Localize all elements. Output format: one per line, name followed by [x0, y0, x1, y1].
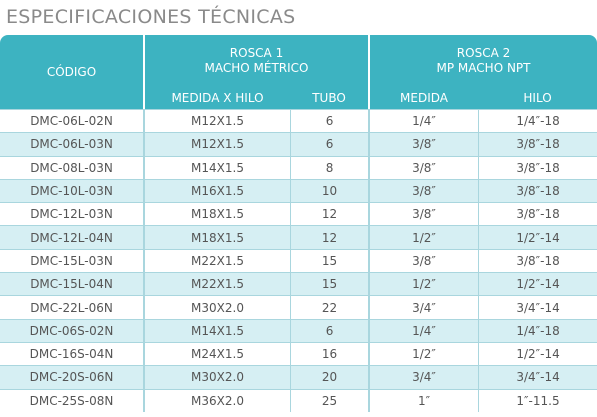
table-cell: DMC-06S-02N: [0, 318, 143, 342]
table-cell: 1/2″-14: [478, 341, 597, 366]
group-line: MACHO MÉTRICO: [204, 61, 309, 75]
table-cell: DMC-12L-04N: [0, 225, 143, 249]
table-cell: M30X2.0: [143, 365, 290, 389]
table-cell: DMC-10L-03N: [0, 178, 143, 203]
table-body: DMC-06L-02N M12X1.5 6 1/4″ 1/4″-18 DMC-06L-03…: [0, 109, 597, 412]
table-cell: 6: [290, 318, 369, 342]
table-cell: M18X1.5: [143, 225, 290, 249]
table-cell: 3/8″: [368, 132, 479, 156]
table-cell: 3/8″: [368, 155, 479, 179]
table-cell: 12: [290, 225, 369, 249]
table-cell: 1/4″: [368, 318, 479, 342]
table-cell: 8: [290, 155, 369, 179]
table-cell: 6: [290, 109, 369, 133]
table-cell: 15: [290, 248, 369, 273]
table-cell: M12X1.5: [143, 132, 290, 156]
table-cell: 3/8″: [368, 202, 479, 226]
table-row: DMC-16S-04N M24X1.5 16 1/2″ 1/2″-14: [0, 341, 597, 366]
code-header: CÓDIGO: [0, 35, 143, 109]
table-cell: 20: [290, 365, 369, 389]
table-row: DMC-12L-04N M18X1.5 12 1/2″ 1/2″-14: [0, 225, 597, 249]
table-row: DMC-15L-04N M22X1.5 15 1/2″ 1/2″-14: [0, 272, 597, 296]
table-cell: 12: [290, 202, 369, 226]
table-cell: DMC-15L-04N: [0, 272, 143, 296]
table-cell: 3/8″-18: [478, 178, 597, 203]
table-cell: 3/8″-18: [478, 155, 597, 179]
group-line: ROSCA 2: [456, 46, 511, 60]
table-cell: 22: [290, 295, 369, 319]
table-row: DMC-10L-03N M16X1.5 10 3/8″ 3/8″-18: [0, 178, 597, 203]
table-cell: M22X1.5: [143, 272, 290, 296]
table-row: DMC-22L-06N M30X2.0 22 3/4″ 3/4″-14: [0, 295, 597, 319]
table-row: DMC-06L-03N M12X1.5 6 3/8″ 3/8″-18: [0, 132, 597, 156]
column-header: HILO: [478, 87, 597, 109]
table-cell: M14X1.5: [143, 155, 290, 179]
table-cell: M30X2.0: [143, 295, 290, 319]
table-cell: DMC-06L-02N: [0, 109, 143, 132]
table-row: DMC-12L-03N M18X1.5 12 3/8″ 3/8″-18: [0, 202, 597, 226]
table-cell: 1/4″: [368, 109, 479, 133]
table-cell: DMC-08L-03N: [0, 155, 143, 179]
table-cell: 15: [290, 272, 369, 296]
group-line: MP MACHO NPT: [436, 61, 531, 75]
column-header: TUBO: [290, 87, 369, 109]
table-cell: DMC-12L-03N: [0, 202, 143, 225]
table-cell: M36X2.0: [143, 388, 290, 412]
table-row: DMC-08L-03N M14X1.5 8 3/8″ 3/8″-18: [0, 155, 597, 179]
table-cell: 3/8″-18: [478, 248, 597, 273]
table-cell: M22X1.5: [143, 248, 290, 273]
table-cell: 3/4″-14: [478, 295, 597, 319]
table-row: DMC-15L-03N M22X1.5 15 3/8″ 3/8″-18: [0, 248, 597, 273]
table-cell: 1/2″: [368, 341, 479, 366]
code-header-text: CÓDIGO: [46, 64, 97, 79]
table-cell: M14X1.5: [143, 318, 290, 342]
spec-table: CÓDIGO ROSCA 1 MACHO MÉTRICO ROSCA 2 MP MA…: [0, 35, 597, 412]
table-cell: 1″-11.5: [478, 388, 597, 412]
table-cell: M16X1.5: [143, 178, 290, 203]
table-cell: 1″: [368, 388, 479, 412]
table-cell: 3/4″-14: [478, 365, 597, 389]
table-row: DMC-25S-08N M36X2.0 25 1″ 1″-11.5: [0, 388, 597, 412]
table-cell: M24X1.5: [143, 341, 290, 366]
table-cell: DMC-15L-03N: [0, 248, 143, 272]
table-cell: 3/4″: [368, 295, 479, 319]
table-cell: DMC-16S-04N: [0, 341, 143, 365]
table-row: DMC-20S-06N M30X2.0 20 3/4″ 3/4″-14: [0, 365, 597, 389]
table-cell: 3/4″: [368, 365, 479, 389]
table-cell: 3/8″: [368, 248, 479, 273]
table-cell: DMC-25S-08N: [0, 388, 143, 412]
table-cell: 25: [290, 388, 369, 412]
table-cell: 3/8″-18: [478, 132, 597, 156]
table-row: DMC-06S-02N M14X1.5 6 1/4″ 1/4″-18: [0, 318, 597, 342]
table-row: DMC-06L-02N M12X1.5 6 1/4″ 1/4″-18: [0, 109, 597, 133]
table-cell: DMC-22L-06N: [0, 295, 143, 318]
table-cell: DMC-06L-03N: [0, 132, 143, 156]
table-cell: 16: [290, 341, 369, 366]
group-header: ROSCA 1 MACHO MÉTRICO: [143, 35, 369, 87]
group-header: ROSCA 2 MP MACHO NPT: [368, 35, 597, 87]
table-cell: 1/2″-14: [478, 225, 597, 249]
table-cell: 1/2″-14: [478, 272, 597, 296]
table-cell: M18X1.5: [143, 202, 290, 226]
table-cell: DMC-20S-06N: [0, 365, 143, 389]
table-cell: 1/4″-18: [478, 318, 597, 342]
table-cell: 1/2″: [368, 225, 479, 249]
table-cell: M12X1.5: [143, 109, 290, 133]
table-cell: 10: [290, 178, 369, 203]
table-cell: 1/4″-18: [478, 109, 597, 133]
table-cell: 3/8″-18: [478, 202, 597, 226]
group-line: ROSCA 1: [229, 46, 284, 60]
table-cell: 3/8″: [368, 178, 479, 203]
table-cell: 1/2″: [368, 272, 479, 296]
title: ESPECIFICACIONES TÉCNICAS: [6, 6, 296, 28]
column-header: MEDIDA X HILO: [143, 87, 290, 109]
table-cell: 6: [290, 132, 369, 156]
column-header: MEDIDA: [368, 87, 479, 109]
